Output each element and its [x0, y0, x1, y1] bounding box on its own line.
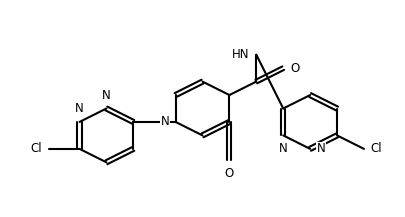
Text: HN: HN — [232, 48, 249, 61]
Text: N: N — [161, 115, 170, 128]
Text: Cl: Cl — [371, 142, 382, 155]
Text: Cl: Cl — [30, 142, 42, 155]
Text: N: N — [279, 142, 288, 155]
Text: N: N — [75, 102, 84, 115]
Text: O: O — [225, 167, 234, 180]
Text: N: N — [317, 142, 326, 155]
Text: N: N — [102, 89, 111, 102]
Text: O: O — [290, 62, 299, 75]
